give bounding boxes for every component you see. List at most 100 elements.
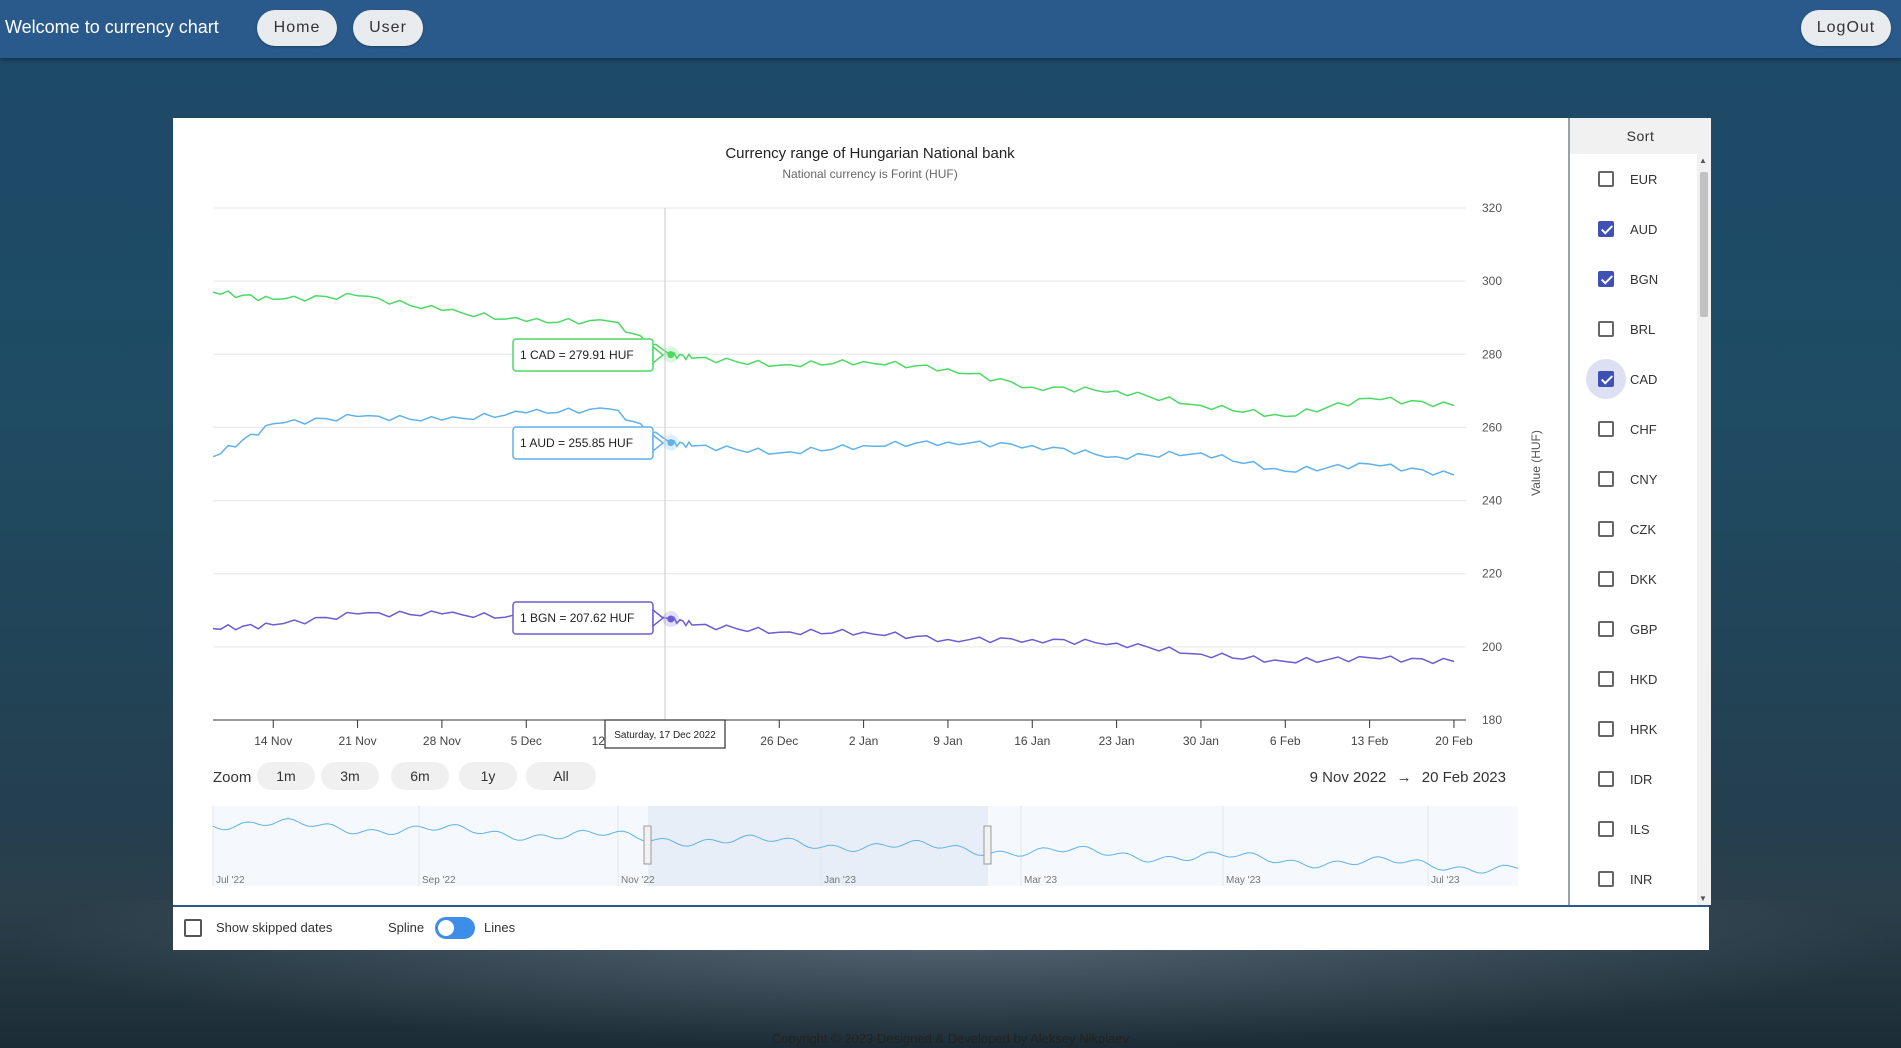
- options-bar: Show skipped dates Spline Lines: [173, 905, 1709, 950]
- zoom-button-label: 1m: [276, 768, 295, 784]
- zoom-button-6m[interactable]: 6m: [391, 762, 449, 790]
- spline-lines-toggle[interactable]: [435, 917, 475, 939]
- tooltip-aud-text: 1 AUD = 255.85 HUF: [520, 436, 633, 450]
- currency-label: IDR: [1630, 771, 1653, 787]
- range-from: 9 Nov 2022: [1310, 769, 1387, 786]
- currency-checkbox-gbp[interactable]: [1598, 621, 1614, 637]
- x-tick-label: 23 Jan: [1099, 734, 1135, 748]
- currency-checkbox-czk[interactable]: [1598, 521, 1614, 537]
- currency-checkbox-hrk[interactable]: [1598, 721, 1614, 737]
- currency-item-eur[interactable]: EUR: [1570, 159, 1695, 199]
- currency-checkbox-eur[interactable]: [1598, 171, 1614, 187]
- logout-button[interactable]: LogOut: [1801, 10, 1891, 46]
- navigator-tick-label: Jul '23: [1431, 875, 1460, 886]
- currency-item-cny[interactable]: CNY: [1570, 459, 1695, 499]
- series-line-bgn[interactable]: [212, 607, 1455, 665]
- currency-item-bgn[interactable]: BGN: [1570, 259, 1695, 299]
- currency-item-hrk[interactable]: HRK: [1570, 709, 1695, 749]
- navigator-selection[interactable]: [648, 806, 988, 886]
- navigator-tick-label: Nov '22: [621, 875, 655, 886]
- y-tick-label: 300: [1482, 274, 1502, 288]
- scroll-down-icon[interactable]: ▼: [1699, 894, 1707, 903]
- currency-checkbox-aud[interactable]: [1598, 221, 1614, 237]
- currency-chart[interactable]: Currency range of Hungarian National ban…: [173, 118, 1568, 905]
- user-button[interactable]: User: [353, 10, 423, 46]
- currency-item-hkd[interactable]: HKD: [1570, 659, 1695, 699]
- sort-header[interactable]: Sort: [1570, 118, 1711, 154]
- x-tick-label: 14 Nov: [254, 734, 292, 748]
- show-skipped-checkbox[interactable]: [184, 919, 202, 937]
- currency-label: INR: [1630, 871, 1653, 887]
- zoom-button-all[interactable]: All: [526, 762, 596, 790]
- currency-label: HRK: [1630, 721, 1658, 737]
- scroll-thumb[interactable]: [1700, 172, 1708, 317]
- navigator-handle-left[interactable]: [643, 825, 652, 865]
- x-tick-label: 28 Nov: [423, 734, 461, 748]
- currency-item-gbp[interactable]: GBP: [1570, 609, 1695, 649]
- navigator-tick-label: May '23: [1226, 875, 1261, 886]
- x-tick-label: 16 Jan: [1014, 734, 1050, 748]
- currency-checkbox-ils[interactable]: [1598, 821, 1614, 837]
- currency-item-ils[interactable]: ILS: [1570, 809, 1695, 849]
- zoom-button-1y[interactable]: 1y: [459, 762, 517, 790]
- currency-checkbox-bgn[interactable]: [1598, 271, 1614, 287]
- x-tick-label: 2 Jan: [849, 734, 878, 748]
- currency-item-czk[interactable]: CZK: [1570, 509, 1695, 549]
- crosshair-date-label: Saturday, 17 Dec 2022: [604, 719, 726, 749]
- navigator-handle-right[interactable]: [983, 825, 992, 865]
- currency-label: EUR: [1630, 171, 1658, 187]
- tooltip-cad: 1 CAD = 279.91 HUF: [512, 338, 665, 372]
- zoom-button-1m[interactable]: 1m: [257, 762, 315, 790]
- range-arrow: →: [1397, 769, 1412, 786]
- scroll-up-icon[interactable]: ▲: [1699, 156, 1707, 165]
- currency-checkbox-dkk[interactable]: [1598, 571, 1614, 587]
- currency-checkbox-hkd[interactable]: [1598, 671, 1614, 687]
- currency-item-cad[interactable]: CAD: [1570, 359, 1695, 399]
- chart-subtitle: National currency is Forint (HUF): [782, 167, 957, 181]
- series-line-aud[interactable]: [212, 407, 1455, 476]
- series-lines: [212, 290, 1455, 665]
- currency-checkbox-chf[interactable]: [1598, 421, 1614, 437]
- y-tick-label: 280: [1482, 347, 1502, 361]
- x-tick-label: 26 Dec: [760, 734, 798, 748]
- chart-title: Currency range of Hungarian National ban…: [725, 145, 1015, 162]
- x-tick-label: 21 Nov: [339, 734, 377, 748]
- currency-label: HKD: [1630, 671, 1658, 687]
- date-range: 9 Nov 2022 → 20 Feb 2023: [1310, 769, 1506, 786]
- chart-area: Currency range of Hungarian National ban…: [173, 118, 1568, 905]
- tooltip-bgn: 1 BGN = 207.62 HUF: [512, 601, 665, 635]
- series-line-cad[interactable]: [212, 290, 1455, 418]
- navigator-tick-label: Jul '22: [216, 875, 245, 886]
- currency-checkbox-cny[interactable]: [1598, 471, 1614, 487]
- currency-label: DKK: [1630, 571, 1657, 587]
- zoom-button-3m[interactable]: 3m: [321, 762, 379, 790]
- currency-label: AUD: [1630, 221, 1658, 237]
- currency-checkbox-inr[interactable]: [1598, 871, 1614, 887]
- currency-checkbox-brl[interactable]: [1598, 321, 1614, 337]
- navigator-tick-label: Jan '23: [824, 875, 856, 886]
- x-tick-label: 9 Jan: [933, 734, 962, 748]
- navigator-series: [212, 818, 1519, 874]
- y-axis-ticks: 320 300 280 260 240 220 200 180: [1482, 201, 1502, 727]
- currency-item-dkk[interactable]: DKK: [1570, 559, 1695, 599]
- currency-label: ILS: [1630, 821, 1650, 837]
- currency-item-idr[interactable]: IDR: [1570, 759, 1695, 799]
- x-tick-label: 20 Feb: [1435, 734, 1473, 748]
- currency-label: CNY: [1630, 471, 1658, 487]
- currency-checkbox-cad[interactable]: [1598, 371, 1614, 387]
- currency-label: CAD: [1630, 371, 1658, 387]
- currency-list-scrollbar[interactable]: ▲ ▼: [1697, 154, 1711, 905]
- tooltip-cad-text: 1 CAD = 279.91 HUF: [520, 348, 634, 362]
- currency-item-chf[interactable]: CHF: [1570, 409, 1695, 449]
- currency-label: BRL: [1630, 321, 1656, 337]
- y-tick-label: 320: [1482, 201, 1502, 215]
- svg-text:Saturday, 17 Dec 2022: Saturday, 17 Dec 2022: [614, 730, 716, 741]
- grid-lines: [213, 207, 1466, 648]
- currency-checkbox-idr[interactable]: [1598, 771, 1614, 787]
- currency-item-inr[interactable]: INR: [1570, 859, 1695, 899]
- currency-item-aud[interactable]: AUD: [1570, 209, 1695, 249]
- currency-item-brl[interactable]: BRL: [1570, 309, 1695, 349]
- range-navigator[interactable]: Jul '22 Sep '22 Nov '22 Jan '23 Mar '23 May '…: [212, 806, 1519, 886]
- home-button[interactable]: Home: [257, 10, 337, 46]
- y-axis-label: Value (HUF): [1529, 430, 1543, 496]
